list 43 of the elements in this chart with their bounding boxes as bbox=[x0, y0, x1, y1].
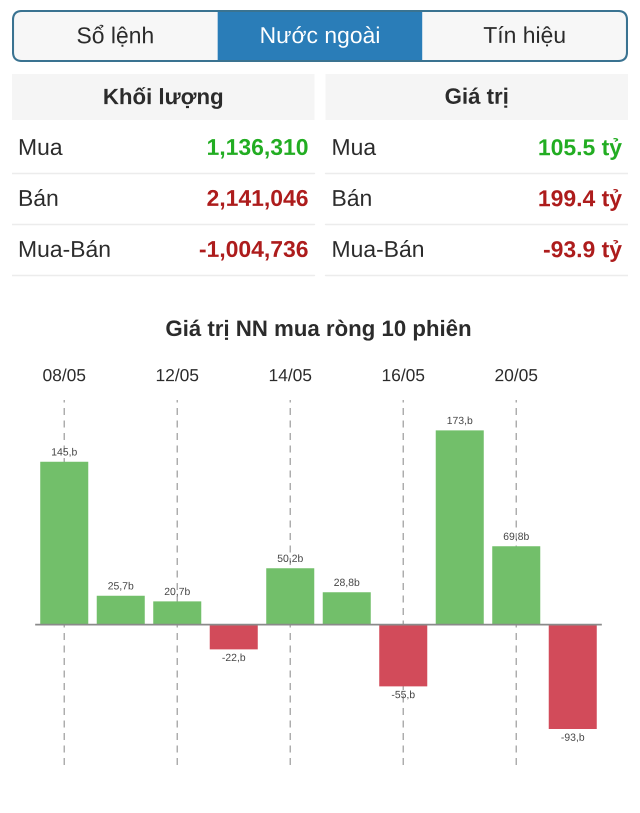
category-label: Mua-Bán bbox=[333, 240, 423, 258]
data-label: -93.9 tỷ bbox=[544, 240, 622, 262]
data-label: -1,004,736 bbox=[200, 240, 308, 260]
data-label: 25,7b bbox=[108, 582, 134, 591]
x-tick-label: 14/05 bbox=[270, 368, 312, 382]
bar bbox=[40, 462, 88, 625]
x-tick-label: 08/05 bbox=[43, 368, 86, 382]
data-label: -55,b bbox=[392, 690, 415, 700]
data-label: -22,b bbox=[222, 653, 246, 662]
category-label: Mua-Bán bbox=[20, 240, 110, 258]
text: Khối lượng bbox=[104, 87, 222, 109]
chart-title: Giá trị NN mua ròng 10 phiên bbox=[166, 319, 470, 341]
data-label: 28,8b bbox=[334, 578, 360, 588]
data-label: 105.5 tỷ bbox=[539, 138, 622, 160]
x-tick-label: 12/05 bbox=[156, 368, 198, 382]
bar bbox=[322, 592, 371, 625]
x-tick-label: 20/05 bbox=[495, 368, 538, 382]
x-tick-label: 16/05 bbox=[382, 368, 424, 382]
bar bbox=[153, 601, 202, 625]
bar bbox=[266, 568, 314, 625]
bar bbox=[436, 430, 484, 625]
bar bbox=[379, 624, 428, 686]
data-label: 20,7b bbox=[164, 587, 190, 596]
data-label: 1,136,310 bbox=[208, 138, 308, 158]
category-label: Sổ lệnh bbox=[78, 24, 153, 47]
data-label: 69,8b bbox=[504, 532, 529, 542]
data-label: 199.4 tỷ bbox=[539, 189, 622, 211]
bar bbox=[548, 624, 597, 730]
data-label: 145,b bbox=[52, 448, 77, 457]
data-label: 50,2b bbox=[278, 554, 303, 564]
bar bbox=[96, 596, 145, 625]
category-label: Mua bbox=[20, 139, 63, 156]
data-label: 2,141,046 bbox=[207, 190, 308, 210]
category-label: Bán bbox=[333, 189, 371, 206]
text: Giá trị bbox=[446, 87, 508, 108]
data-label: 173,b bbox=[448, 416, 472, 426]
category-label: Nước ngoài bbox=[261, 26, 379, 48]
bar bbox=[492, 546, 540, 625]
data-label: -93,b bbox=[561, 733, 584, 742]
bar bbox=[210, 624, 258, 650]
category-label: Bán bbox=[20, 189, 58, 206]
category-label: Tín hiệu bbox=[484, 26, 565, 46]
category-label: Mua bbox=[333, 139, 376, 156]
